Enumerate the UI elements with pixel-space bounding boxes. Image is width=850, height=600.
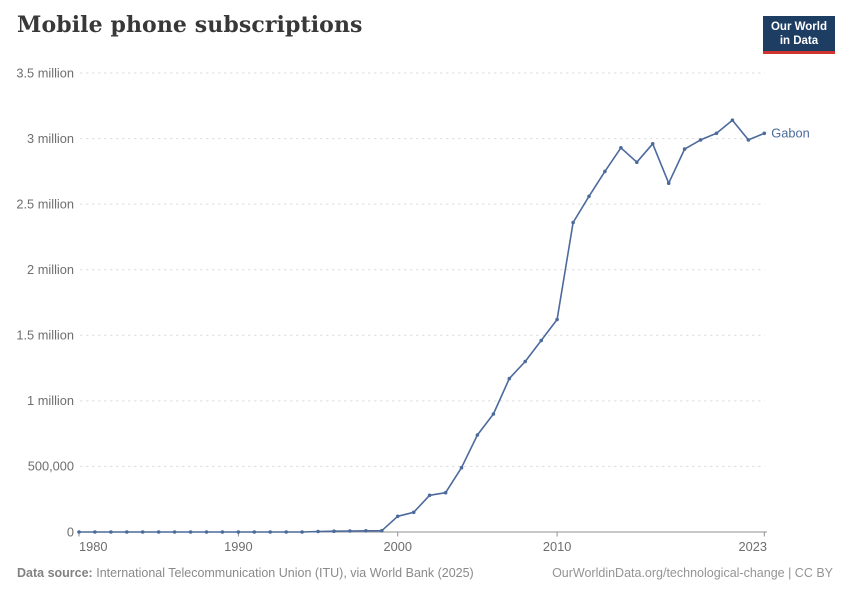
- data-point-gabon: [411, 510, 416, 515]
- owid-logo-line2: in Data: [779, 35, 819, 48]
- data-point-gabon: [236, 530, 241, 534]
- owid-logo-line1: Our World: [770, 21, 827, 33]
- data-line-gabon[interactable]: [78, 119, 766, 533]
- data-point-gabon: [77, 530, 81, 534]
- data-point-gabon: [332, 529, 336, 533]
- data-point-gabon: [523, 359, 527, 364]
- data-point-gabon: [252, 530, 257, 534]
- y-axis-tick-label: 500,000: [28, 459, 74, 474]
- data-point-gabon: [93, 530, 97, 534]
- data-point-gabon: [156, 530, 161, 534]
- data-point-gabon: [555, 317, 559, 322]
- data-point-gabon: [682, 147, 687, 151]
- data-source-text: International Telecommunication Union (I…: [96, 566, 474, 580]
- y-axis-tick-label: 2.5 million: [16, 196, 74, 211]
- data-point-gabon: [125, 530, 129, 534]
- data-point-gabon: [491, 412, 496, 416]
- x-axis-tick-label: 2000: [384, 539, 412, 554]
- data-point-gabon: [220, 530, 225, 534]
- y-axis-tick-label: 3.5 million: [16, 65, 74, 80]
- y-axis-tick-label: 3 million: [27, 131, 74, 146]
- data-point-gabon: [140, 530, 145, 534]
- data-point-gabon: [507, 376, 512, 381]
- x-axis-tick-label: 1990: [224, 539, 252, 554]
- data-source-note: Data source: International Telecommunica…: [17, 566, 474, 580]
- data-point-gabon: [666, 181, 671, 185]
- x-axis-tick-label: 1980: [79, 539, 107, 554]
- data-point-gabon: [268, 530, 273, 534]
- data-point-gabon: [109, 530, 113, 534]
- owid-url-license-link[interactable]: OurWorldinData.org/technological-change …: [552, 566, 833, 580]
- data-point-gabon: [571, 220, 575, 225]
- data-point-gabon: [587, 194, 591, 199]
- data-point-gabon: [348, 529, 352, 533]
- data-point-gabon: [300, 530, 304, 534]
- entity-label-gabon[interactable]: Gabon: [771, 126, 809, 141]
- data-point-gabon: [204, 530, 209, 534]
- y-axis-tick-label: 1.5 million: [16, 328, 74, 343]
- data-point-gabon: [746, 138, 751, 142]
- owid-logo[interactable]: Our World in Data: [762, 16, 835, 55]
- x-axis-tick-label: 2010: [543, 539, 571, 554]
- y-axis-tick-label: 2 million: [27, 262, 74, 277]
- data-source-label: Data source:: [17, 566, 93, 580]
- data-point-gabon: [730, 118, 735, 122]
- data-point-gabon: [619, 146, 623, 150]
- data-point-gabon: [603, 169, 607, 174]
- data-point-gabon: [698, 138, 703, 142]
- data-point-gabon: [427, 493, 432, 498]
- data-point-gabon: [459, 465, 464, 470]
- data-point-gabon: [316, 529, 320, 534]
- chart-footer: Data source: International Telecommunica…: [17, 566, 833, 580]
- data-point-gabon: [284, 530, 289, 534]
- data-point-gabon: [188, 530, 193, 534]
- chart-title: Mobile phone subscriptions: [17, 12, 363, 38]
- data-point-gabon: [172, 530, 177, 534]
- data-point-gabon: [714, 131, 719, 136]
- data-point-gabon: [539, 338, 543, 343]
- data-point-gabon: [635, 160, 639, 164]
- data-point-gabon: [650, 142, 655, 146]
- data-point-gabon: [395, 514, 400, 519]
- y-axis-tick-label: 1 million: [27, 393, 74, 408]
- y-axis-tick-label: 0: [67, 524, 74, 539]
- data-point-gabon: [380, 528, 384, 533]
- data-point-gabon: [762, 131, 767, 136]
- x-axis-tick-label: 2023: [739, 539, 767, 554]
- data-point-gabon: [364, 529, 368, 533]
- data-point-gabon: [475, 433, 480, 437]
- data-point-gabon: [443, 490, 448, 495]
